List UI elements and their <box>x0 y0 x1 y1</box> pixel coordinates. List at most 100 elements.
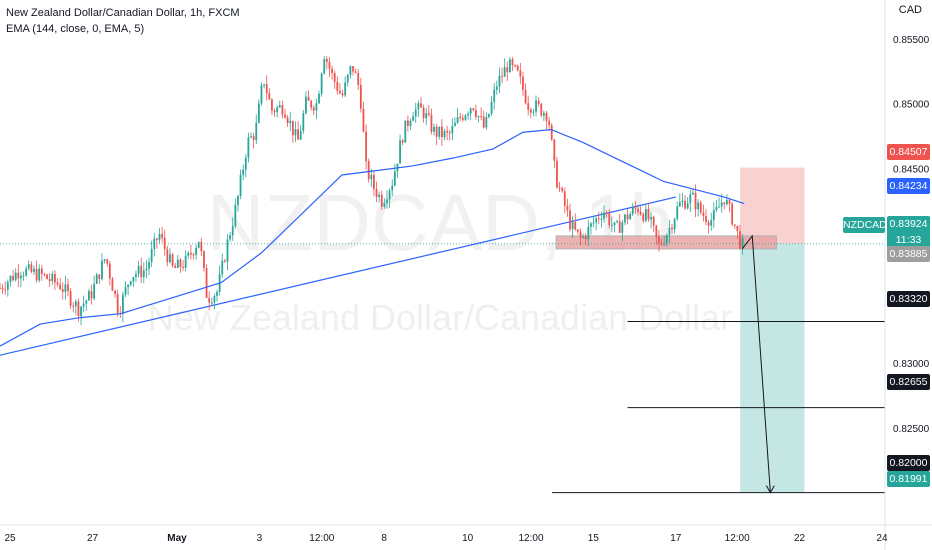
indicator-label[interactable]: EMA (144, close, 0, EMA, 5) <box>6 23 145 35</box>
candle-body <box>82 303 85 307</box>
candle-body <box>346 74 349 83</box>
candle-body <box>43 274 46 276</box>
candle-body <box>333 72 336 82</box>
candle-body <box>386 199 388 204</box>
chart-title[interactable]: New Zealand Dollar/Canadian Dollar, 1h, … <box>6 7 240 19</box>
trendline <box>0 196 676 356</box>
candle-body <box>616 221 618 223</box>
candle-body <box>242 169 245 176</box>
candle-body <box>684 200 686 209</box>
candle-body <box>506 67 509 73</box>
candle-body <box>64 284 67 292</box>
price-tick-label: 0.85500 <box>893 35 930 46</box>
candle-body <box>67 284 69 292</box>
drawing-lines <box>0 196 885 494</box>
candle-body <box>712 210 715 221</box>
ema-line <box>0 129 745 347</box>
candle-body <box>80 306 82 317</box>
candle-body <box>731 203 734 225</box>
candle-body <box>74 301 77 307</box>
time-tick-label: 22 <box>794 533 806 544</box>
candle-body <box>485 117 488 128</box>
chart-legend: New Zealand Dollar/Canadian Dollar, 1h, … <box>6 5 240 37</box>
candle-body <box>697 202 700 210</box>
candle-body <box>223 260 226 262</box>
candle-body <box>503 67 506 77</box>
candle-body <box>582 236 584 238</box>
candle-body <box>48 279 51 282</box>
candle-body <box>273 110 276 113</box>
candle-body <box>1 287 4 290</box>
candle-body <box>720 202 723 207</box>
time-tick-label: 8 <box>381 533 387 544</box>
candle-body <box>163 237 166 250</box>
candle-body <box>54 273 56 283</box>
candle-body <box>629 213 632 220</box>
candle-body <box>681 200 684 202</box>
candle-body <box>373 174 375 189</box>
candle-body <box>17 272 20 279</box>
candle-body <box>294 129 297 136</box>
price-tick-label: 0.85000 <box>893 100 930 111</box>
time-axis[interactable]: 25 27 May 3 12:00 8 10 12:00 15 17 12:00 22 24 <box>0 524 932 544</box>
candle-body <box>341 93 344 96</box>
candle-body <box>726 200 728 205</box>
candle-body <box>187 252 190 256</box>
candle-body <box>710 220 713 226</box>
candle-body <box>38 268 41 281</box>
candle-body <box>663 243 666 245</box>
candle-body <box>702 212 705 216</box>
candle-body <box>678 201 681 207</box>
candle-body <box>561 188 564 192</box>
candle-body <box>135 273 137 277</box>
time-tick-label: 15 <box>588 533 600 544</box>
candle-body <box>318 93 320 104</box>
candle-body <box>56 282 59 285</box>
candle-body <box>433 126 435 132</box>
watermark-symbol: NZDCAD, 1h <box>207 178 674 267</box>
candle-body <box>237 196 239 205</box>
candle-body <box>469 108 472 114</box>
candle-body <box>216 291 218 296</box>
candle-body <box>265 84 268 94</box>
candle-body <box>461 117 464 120</box>
candle-body <box>205 268 208 298</box>
candle-body <box>399 140 401 164</box>
candle-body <box>692 192 694 195</box>
candle-body <box>312 107 315 111</box>
time-tick-label: 3 <box>257 533 263 544</box>
candle-body <box>660 243 663 245</box>
candle-body <box>553 139 556 161</box>
candle-body <box>548 120 551 126</box>
candle-body <box>286 117 289 124</box>
candle-body <box>524 89 527 104</box>
level-2-badge: 0.82655 <box>887 374 930 390</box>
candle-body <box>166 249 169 263</box>
projection-path <box>741 234 771 493</box>
candle-body <box>456 117 459 123</box>
time-tick-label: 12:00 <box>725 533 750 544</box>
candle-body <box>498 75 501 87</box>
candle-body <box>493 89 496 102</box>
candle-body <box>733 224 736 226</box>
candle-body <box>639 211 642 215</box>
candle-body <box>140 265 143 278</box>
candle-body <box>472 108 475 111</box>
candle-body <box>176 259 179 268</box>
candle-body <box>4 289 7 291</box>
candle-body <box>328 61 331 69</box>
candle-body <box>739 231 741 249</box>
candle-body <box>367 161 370 180</box>
candle-body <box>425 113 428 119</box>
candle-body <box>155 238 158 240</box>
candle-body <box>668 227 671 236</box>
candle-body <box>514 65 517 67</box>
candle-body <box>315 103 318 111</box>
candle-body <box>634 207 637 209</box>
candle-body <box>116 294 119 314</box>
candle-body <box>443 130 446 138</box>
candle-body <box>495 86 498 90</box>
candle-body <box>85 300 88 304</box>
candle-body <box>516 65 519 71</box>
